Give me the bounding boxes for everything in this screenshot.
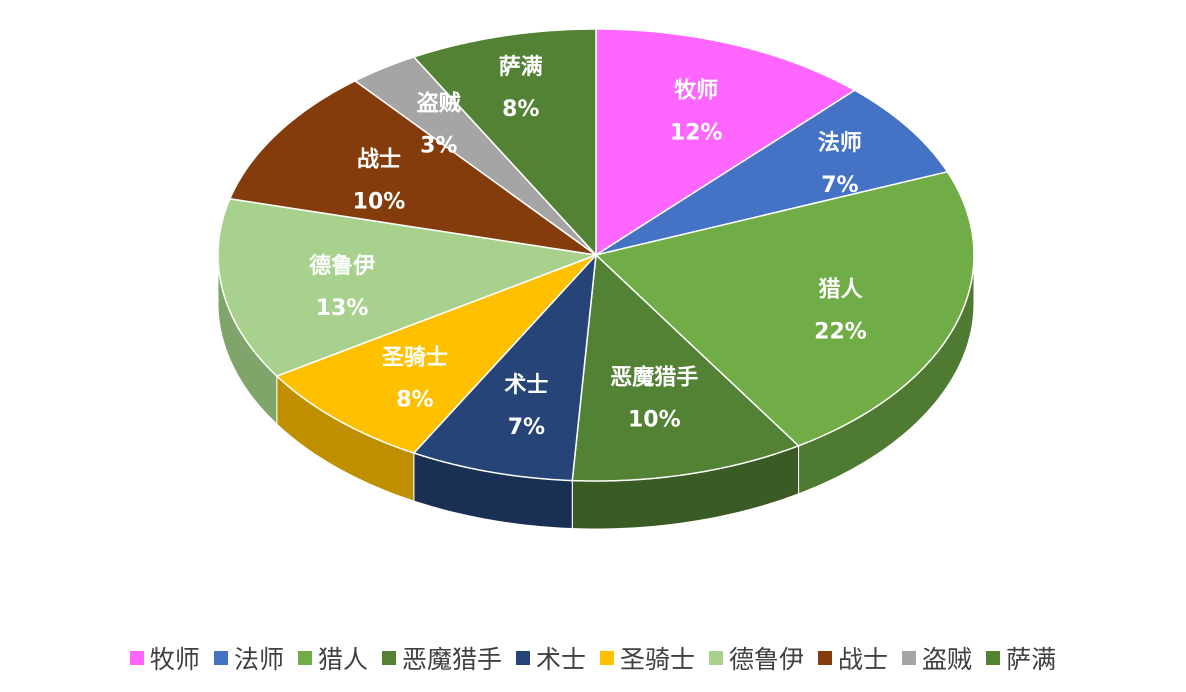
pie-slice-hunter [594, 170, 975, 447]
legend-swatch-warlock [515, 651, 530, 665]
legend-label-warrior: 战士 [838, 645, 889, 674]
legend-swatch-shaman [986, 651, 1001, 665]
pie-slice-rogue [353, 56, 597, 256]
pie-slice-druid [217, 197, 599, 377]
slice-value-priest: 12% [670, 121, 723, 146]
pie-labels: 牧师 12% 法师 7% 猎人 22% 恶魔猎手 10% 术士 7% 圣骑士 8% 德鲁伊 13% 战士 10… [309, 54, 867, 440]
legend-item-hunter: 猎人 [297, 640, 368, 676]
legend-label-warlock: 术士 [535, 645, 586, 674]
pie-slice-priest [595, 28, 857, 257]
slice-name-druid: 德鲁伊 [309, 253, 375, 279]
legend-swatch-hunter [297, 651, 312, 665]
pie-slice-shaman [412, 28, 597, 257]
legend-swatch-priest [129, 651, 144, 665]
legend-label-shaman: 萨满 [1006, 645, 1057, 674]
slice-value-warrior: 10% [353, 190, 406, 215]
legend-label-priest: 牧师 [149, 645, 200, 674]
slice-value-warlock: 7% [508, 415, 545, 440]
legend-swatch-rogue [902, 651, 917, 665]
legend-label-demon-hunter: 恶魔猎手 [401, 645, 502, 674]
legend-label-rogue: 盗贼 [922, 645, 973, 674]
legend-item-warlock: 术士 [515, 640, 586, 676]
pie-slice-warlock [412, 252, 597, 482]
legend-item-priest: 牧师 [129, 640, 200, 676]
legend-item-paladin: 圣骑士 [600, 640, 695, 676]
slice-name-mage: 法师 [818, 130, 862, 156]
pie-slice-warrior [228, 79, 597, 256]
legend-item-rogue: 盗贼 [902, 640, 972, 676]
legend: 牧师 法师 猎人 恶魔猎手 术士 圣骑士 德鲁伊 战士 盗贼 萨满 [0, 634, 1186, 682]
legend-swatch-paladin [600, 651, 614, 665]
slice-name-warrior: 战士 [357, 148, 401, 173]
legend-label-mage: 法师 [233, 645, 284, 674]
legend-item-demon-hunter: 恶魔猎手 [381, 640, 502, 676]
pie-slice-mage [595, 89, 949, 256]
slice-value-shaman: 8% [502, 97, 539, 122]
slice-value-mage: 7% [821, 173, 858, 198]
slice-name-demon-hunter: 恶魔猎手 [610, 365, 698, 391]
slice-name-priest: 牧师 [674, 78, 718, 104]
legend-item-warrior: 战士 [818, 640, 888, 676]
slice-name-rogue: 盗贼 [417, 91, 461, 117]
slice-name-hunter: 猎人 [818, 278, 862, 303]
legend-item-shaman: 萨满 [986, 640, 1056, 676]
slice-name-warlock: 术士 [504, 373, 548, 398]
slice-value-demon-hunter: 10% [628, 408, 681, 433]
slice-name-paladin: 圣骑士 [382, 345, 448, 370]
slice-name-shaman: 萨满 [499, 54, 543, 80]
slice-value-paladin: 8% [396, 387, 433, 412]
legend-swatch-warrior [818, 651, 833, 665]
legend-swatch-druid [709, 651, 724, 665]
legend-label-druid: 德鲁伊 [729, 645, 805, 674]
legend-label-paladin: 圣骑士 [620, 645, 696, 674]
slice-value-druid: 13% [316, 296, 369, 321]
legend-item-mage: 法师 [213, 640, 284, 676]
pie-slices [217, 28, 975, 482]
legend-swatch-demon-hunter [381, 651, 396, 665]
legend-item-druid: 德鲁伊 [709, 640, 804, 676]
legend-label-hunter: 猎人 [317, 645, 368, 674]
pie-slice-demon-hunter [571, 253, 800, 482]
slice-value-rogue: 3% [420, 134, 457, 159]
legend-swatch-mage [213, 651, 228, 665]
slice-value-hunter: 22% [814, 320, 867, 345]
pie-chart: 牧师 12% 法师 7% 猎人 22% 恶魔猎手 10% 术士 7% 圣骑士 8% 德鲁伊 13% 战士 10… [217, 28, 975, 530]
pie-slice-paladin [275, 254, 597, 454]
